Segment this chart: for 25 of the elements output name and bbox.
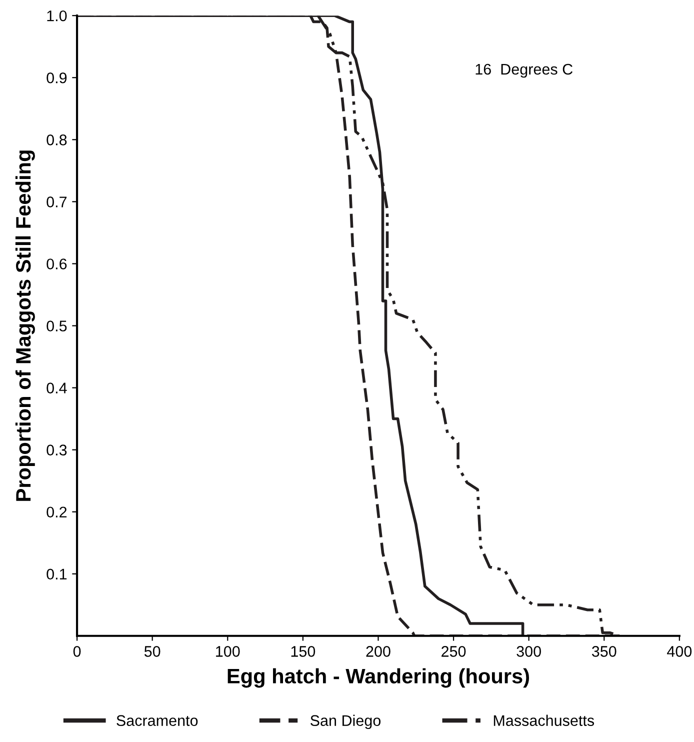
annotation: 16 Degrees C [476,64,573,78]
y-tick-label: 0.4 [46,382,67,394]
y-tick-label: 0.6 [46,258,67,270]
y-tick-label: 1.0 [47,10,67,22]
y-tick-label: 0.2 [46,506,67,518]
x-tick-label: 200 [366,646,390,657]
legend-label: San Diego [310,714,381,730]
y-tick-label: 0.3 [46,444,67,456]
y-tick-label: 0.9 [46,72,67,84]
x-tick-label: 300 [516,646,541,657]
y-tick-label: 0.8 [46,134,67,146]
x-tick-label: 250 [442,646,466,657]
x-tick-label: 0 [73,646,81,657]
legend-label: Massachusetts [494,714,594,726]
y-tick-label: 0.1 [46,568,67,580]
x-tick-label: 350 [592,646,616,657]
x-tick-label: 150 [291,646,316,657]
y-tick-label: 0.5 [46,320,67,332]
x-axis-title: Egg hatch - Wandering (hours) [228,668,530,688]
y-axis-title: Proportion of Maggots Still Feeding [15,150,35,501]
x-tick-label: 50 [144,646,160,657]
legend-label: Sacramento [116,715,198,726]
y-tick-label: 0.7 [46,196,67,208]
x-tick-label: 400 [667,646,692,657]
x-tick-label: 100 [216,646,240,657]
